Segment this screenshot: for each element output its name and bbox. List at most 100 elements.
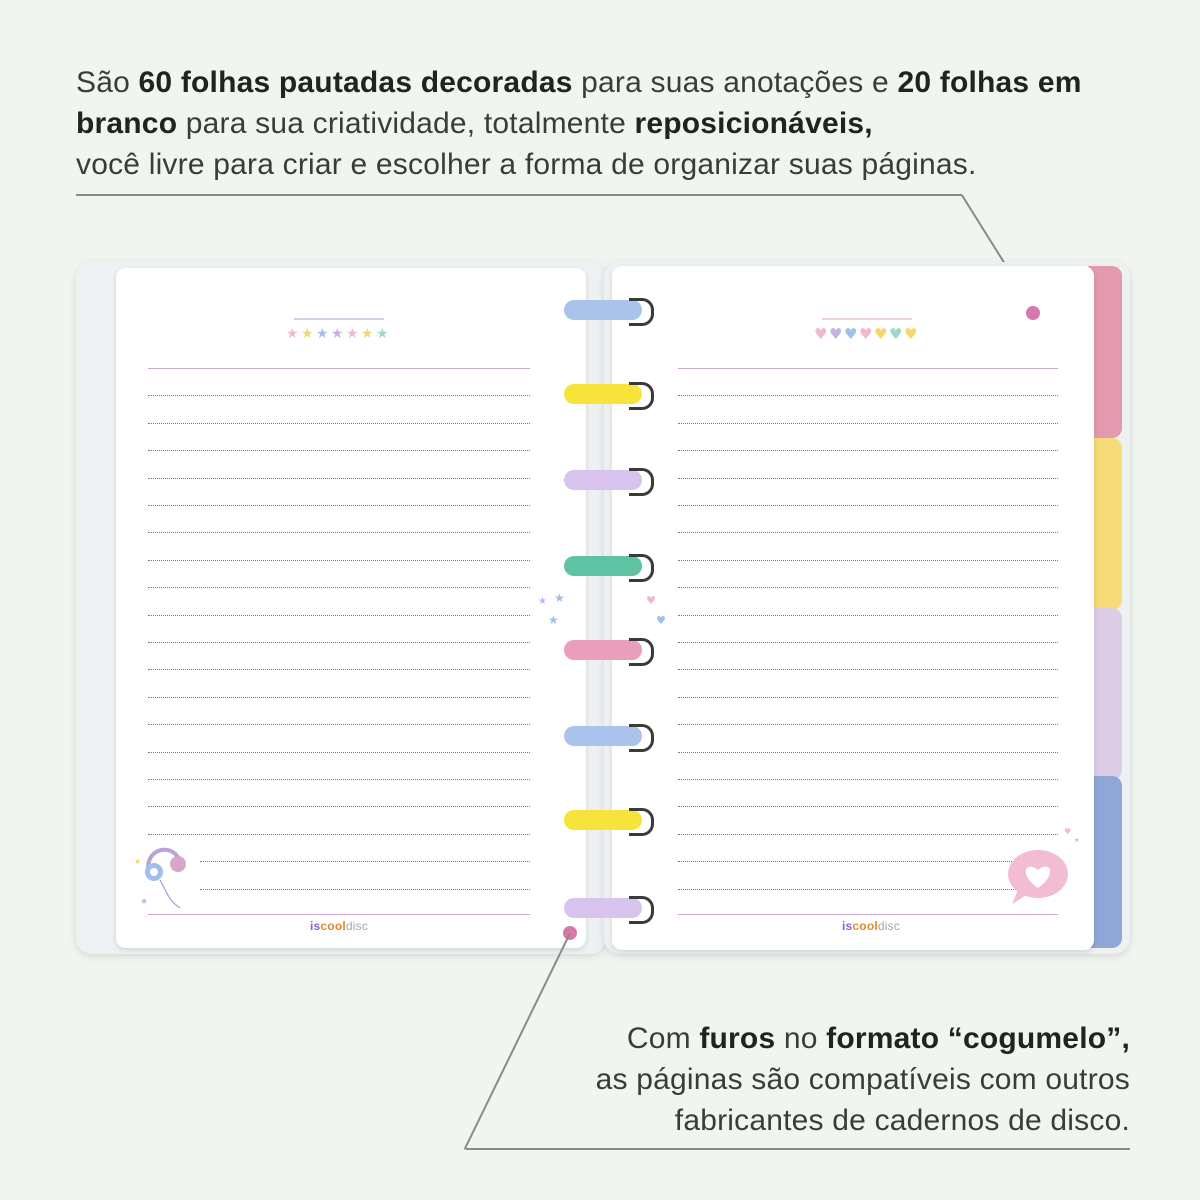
ruled-line	[148, 559, 530, 561]
svg-text:♥: ♥	[656, 614, 666, 626]
bottom-caption-text-3: as páginas são compatíveis com outros	[595, 1063, 1130, 1096]
disc-ring	[564, 554, 654, 582]
ruled-line	[678, 888, 1058, 890]
ruled-line	[148, 724, 530, 726]
disc-ring	[564, 896, 654, 924]
bottom-caption-bold-2: formato “cogumelo”,	[826, 1022, 1130, 1055]
ruled-line	[148, 505, 530, 506]
disc-ring	[564, 382, 654, 410]
header-rule	[678, 368, 1058, 369]
footer-rule	[148, 914, 530, 915]
top-caption-bold-3: reposicionáveis,	[634, 107, 873, 140]
ruled-line	[148, 477, 530, 479]
ruled-line	[678, 696, 1058, 698]
svg-text:♥: ♥	[1064, 827, 1071, 836]
top-caption-text-1: São	[76, 66, 139, 99]
svg-text:★: ★	[316, 326, 330, 342]
svg-text:★: ★	[1074, 837, 1079, 844]
bottom-callout-underline	[466, 1148, 1130, 1150]
svg-text:★: ★	[331, 326, 345, 342]
disc-ring	[564, 808, 654, 836]
top-caption: São 60 folhas pautadas decoradas para su…	[76, 62, 1156, 185]
spine-hearts-icon: ♥ ♥	[644, 590, 674, 627]
ruled-line	[678, 559, 1058, 561]
svg-text:★: ★	[554, 591, 565, 605]
ruled-line	[148, 614, 530, 616]
ruled-line	[148, 806, 530, 808]
svg-text:★: ★	[140, 897, 148, 907]
ruled-line	[678, 422, 1058, 424]
ruled-line	[678, 669, 1058, 671]
svg-text:♥: ♥	[874, 325, 888, 343]
ruled-line	[678, 806, 1058, 808]
hearts-decoration-icon: ♥ ♥ ♥ ♥ ♥ ♥ ♥	[812, 316, 924, 347]
top-callout-dot	[1026, 306, 1040, 320]
ruled-line	[678, 505, 1058, 506]
bottom-caption: Com furos no formato “cogumelo”, as pági…	[430, 1018, 1130, 1141]
bottom-caption-text-4: fabricantes de cadernos de disco.	[674, 1104, 1130, 1137]
ruled-line	[148, 696, 530, 698]
disc-ring	[564, 468, 654, 496]
svg-text:★: ★	[538, 596, 547, 607]
ruled-line	[678, 751, 1058, 753]
bottom-caption-text-1: Com	[626, 1022, 700, 1055]
svg-text:♥: ♥	[859, 325, 873, 343]
svg-text:♥: ♥	[814, 325, 828, 343]
ruled-line	[678, 724, 1058, 726]
top-callout-underline	[76, 194, 962, 196]
disc-ring	[564, 724, 654, 752]
brand-part-2: cool	[852, 919, 878, 933]
svg-text:♥: ♥	[646, 594, 656, 607]
ruled-line	[148, 669, 530, 671]
spine-stars-icon: ★ ★ ★	[538, 588, 572, 628]
svg-text:★: ★	[548, 613, 559, 627]
ruled-line	[678, 532, 1058, 534]
top-caption-text-2: para suas anotações e	[572, 66, 898, 99]
brand-logo-left: iscooldisc	[310, 919, 368, 933]
svg-text:♥: ♥	[844, 325, 858, 343]
svg-text:★: ★	[361, 326, 375, 342]
ruled-line	[678, 861, 1058, 863]
ruled-line	[678, 614, 1058, 616]
ruled-line	[678, 587, 1058, 589]
top-caption-text-4: você livre para criar e escolher a forma…	[76, 148, 977, 181]
svg-text:★: ★	[301, 326, 315, 342]
top-caption-bold-2: 20 folhas em branco	[76, 66, 1082, 140]
ruled-line	[148, 833, 530, 835]
brand-logo-right: iscooldisc	[842, 919, 900, 933]
ruled-line	[148, 422, 530, 424]
ruled-line	[678, 779, 1058, 780]
top-caption-bold-1: 60 folhas pautadas decoradas	[138, 66, 573, 99]
header-rule	[148, 368, 530, 369]
ruled-line	[148, 751, 530, 753]
bottom-caption-bold-1: furos	[699, 1022, 776, 1055]
svg-text:★: ★	[134, 857, 141, 866]
ruled-line	[148, 779, 530, 780]
bottom-caption-text-2: no	[775, 1022, 827, 1055]
ruled-line	[678, 642, 1058, 643]
svg-text:★: ★	[286, 326, 300, 342]
brand-part-3: disc	[877, 919, 901, 933]
brand-part-3: disc	[345, 919, 369, 933]
svg-text:♥: ♥	[904, 325, 918, 343]
svg-text:★: ★	[346, 326, 360, 342]
brand-part-2: cool	[320, 919, 346, 933]
ruled-line	[678, 450, 1058, 452]
brand-part-1: is	[842, 919, 853, 933]
svg-text:★: ★	[376, 326, 390, 342]
heart-speech-bubble-icon: ♥ ★	[1004, 820, 1084, 910]
ruled-line	[148, 450, 530, 452]
stars-decoration-icon: ★ ★ ★ ★ ★ ★ ★	[284, 316, 394, 347]
svg-text:♥: ♥	[829, 325, 843, 343]
right-page	[612, 266, 1094, 950]
ruled-line	[148, 642, 530, 643]
brand-part-1: is	[310, 919, 321, 933]
disc-ring	[564, 638, 654, 666]
ruled-line	[148, 395, 530, 397]
ruled-line	[200, 861, 530, 863]
ruled-line	[148, 587, 530, 589]
headphones-icon: ★ ★	[134, 834, 198, 914]
footer-rule	[678, 914, 1058, 915]
top-caption-text-3: para sua criatividade, totalmente	[177, 107, 635, 140]
ruled-line	[678, 395, 1058, 397]
